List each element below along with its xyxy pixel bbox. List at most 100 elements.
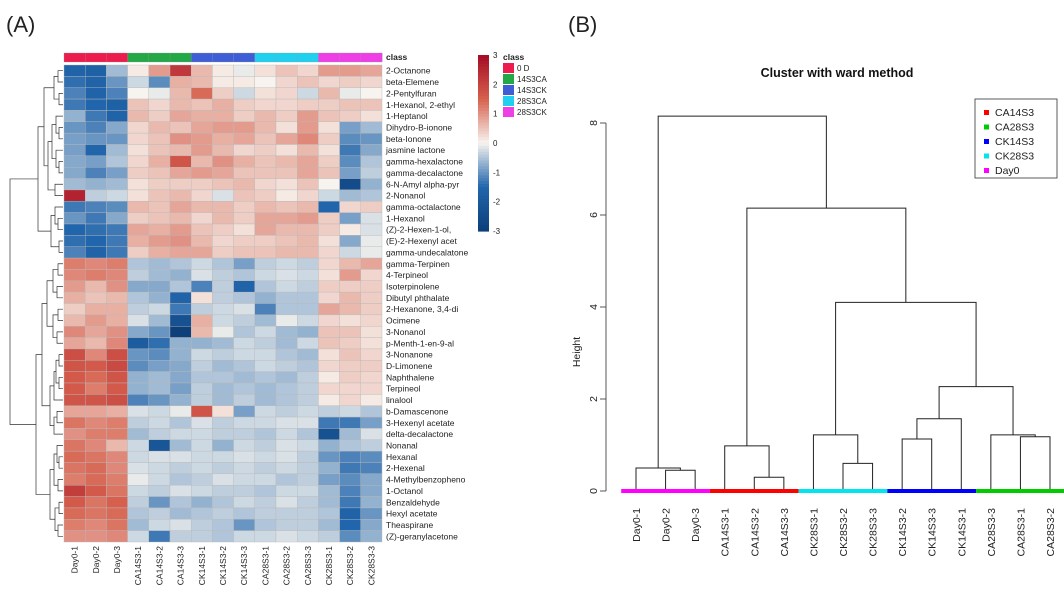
heatmap-cell	[275, 223, 298, 236]
heatmap-cell	[190, 519, 213, 531]
heatmap-cell	[190, 201, 213, 213]
heatmap-cell	[318, 269, 340, 281]
heatmap-cell	[275, 291, 298, 304]
heatmap-cell	[127, 473, 149, 486]
class-legend-label: 14S3CA	[517, 75, 547, 84]
heatmap-cell	[63, 121, 86, 134]
heatmap-cell	[169, 405, 192, 418]
heatmap-cell	[360, 337, 383, 350]
heatmap-cell	[318, 314, 340, 327]
heatmap-cell	[254, 212, 277, 225]
heatmap-cell	[297, 382, 319, 395]
color-scale-step	[478, 195, 489, 200]
heatmap-cell	[254, 246, 277, 259]
heatmap-cell	[275, 507, 298, 520]
heatmap-cell	[148, 98, 171, 111]
heatmap-cell	[339, 132, 362, 145]
dendrogram-branch	[665, 469, 696, 491]
color-scale-step	[478, 154, 489, 159]
dendrogram-branch	[58, 354, 63, 367]
leaf-label: CA28S3-3	[986, 508, 998, 557]
heatmap-cell	[360, 530, 383, 543]
heatmap-cell	[190, 167, 213, 179]
leaf-group-bar	[621, 489, 710, 493]
dendrogram-branch	[746, 207, 907, 446]
heatmap-cell	[84, 519, 107, 531]
heatmap-cell	[318, 348, 340, 361]
column-label: CA14S3-1	[133, 546, 143, 585]
heatmap-cell	[254, 462, 277, 475]
row-label: gamma-octalactone	[386, 202, 461, 212]
heatmap-cell	[63, 462, 86, 475]
heatmap-cell	[63, 110, 86, 122]
heatmap-cell	[297, 87, 319, 100]
heatmap-cell	[233, 64, 256, 77]
row-label: Hexyl acetate	[386, 509, 438, 519]
heatmap-cell	[275, 201, 298, 213]
heatmap-cell	[127, 110, 149, 122]
heatmap-cell	[297, 280, 319, 293]
row-label: gamma-Terpinen	[386, 259, 450, 269]
heatmap-cell	[148, 201, 171, 213]
color-scale-step	[478, 228, 489, 232]
heatmap-cell	[297, 496, 319, 509]
class-bar-cell	[127, 52, 150, 63]
heatmap-cell	[212, 337, 234, 350]
dendrogram-branch	[56, 286, 63, 299]
heatmap-cell	[254, 303, 277, 316]
heatmap-cell	[148, 144, 171, 157]
heatmap-cell	[169, 348, 192, 361]
heatmap-cell	[169, 326, 192, 338]
heatmap-cell	[318, 246, 340, 259]
heatmap-cell	[297, 178, 319, 191]
dendrogram-branch	[58, 240, 63, 253]
heatmap-cell	[106, 303, 128, 316]
leaf-label: CK14S3-2	[897, 508, 909, 557]
heatmap-cell	[212, 223, 234, 236]
heatmap-cell	[127, 121, 149, 134]
heatmap-cell	[360, 87, 383, 100]
color-scale-step	[478, 84, 489, 88]
heatmap-cell	[84, 428, 107, 440]
dendrogram-branch	[35, 354, 50, 495]
heatmap-cell	[339, 428, 362, 440]
color-scale-step	[478, 72, 489, 77]
heatmap-cell	[318, 485, 340, 497]
color-scale-step	[478, 198, 489, 203]
row-label: 4-Terpineol	[386, 270, 428, 280]
leaf-group-bar	[709, 489, 799, 493]
color-scale-tick: 1	[493, 110, 498, 119]
leaf-group-bar	[798, 489, 888, 493]
heatmap-cell	[233, 371, 256, 384]
heatmap-cell	[190, 189, 213, 202]
heatmap-cell	[127, 428, 149, 440]
heatmap-cell	[275, 405, 298, 418]
heatmap-cell	[127, 291, 149, 304]
heatmap-cell	[275, 473, 298, 486]
heatmap-cell	[297, 326, 319, 338]
heatmap-cell	[360, 155, 383, 168]
heatmap-cell	[169, 144, 192, 157]
heatmap-cell	[297, 371, 319, 384]
heatmap-cell	[63, 394, 86, 406]
dendrogram-branch	[635, 467, 681, 491]
heatmap-cell	[212, 314, 234, 327]
heatmap-cell	[84, 178, 107, 191]
heatmap-cell	[63, 64, 86, 77]
heatmap-cell	[275, 257, 298, 270]
heatmap-cell	[212, 257, 234, 270]
heatmap-cell	[339, 337, 362, 350]
heatmap-cell	[254, 382, 277, 395]
row-label: (E)-2-Hexenyl acet	[386, 236, 457, 246]
heatmap-cell	[127, 519, 149, 531]
row-label: Isoterpinolene	[386, 281, 440, 291]
heatmap-cell	[84, 473, 107, 486]
color-scale-step	[478, 201, 489, 206]
row-label: 1-Hexanol, 2-ethyl	[386, 100, 455, 110]
heatmap-cell	[360, 416, 383, 429]
heatmap-cell	[275, 450, 298, 463]
class-annotation-bar	[63, 52, 383, 63]
heatmap-panel: (A) class 2-Octanonebeta-Elemene2-Pentyl…	[6, 12, 547, 585]
heatmap-cell	[212, 246, 234, 259]
legend-swatch	[984, 124, 989, 130]
